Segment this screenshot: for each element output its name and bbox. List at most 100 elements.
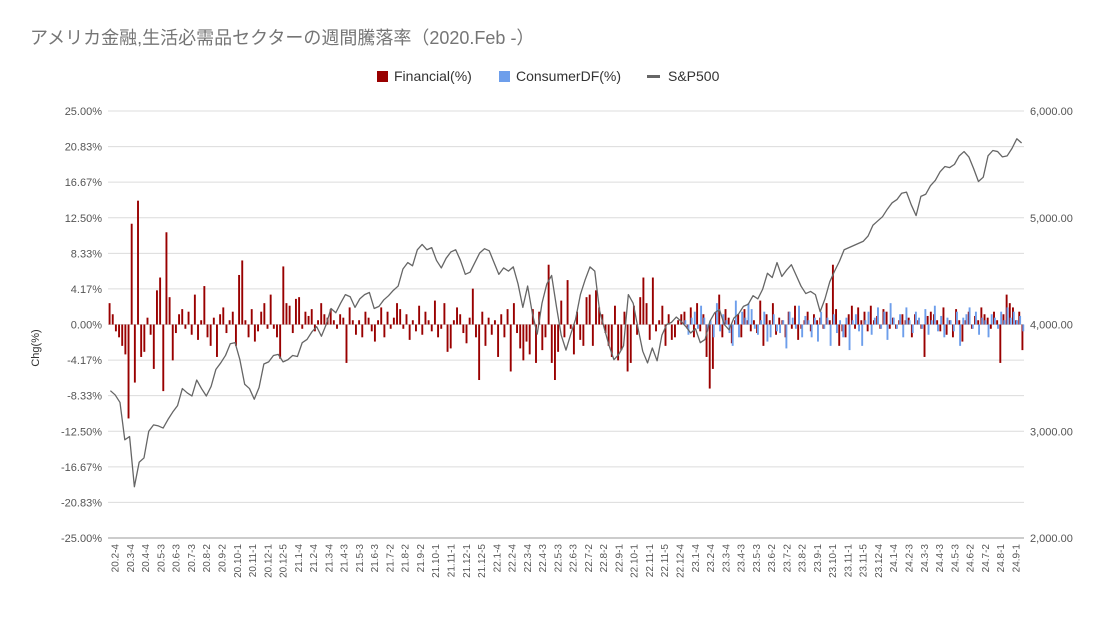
- financial-bar: [547, 264, 550, 325]
- financial-bar: [797, 324, 800, 340]
- consumerdf-bar: [858, 324, 860, 332]
- financial-bar: [408, 324, 411, 340]
- financial-bar: [860, 320, 863, 325]
- financial-bar: [430, 324, 433, 332]
- left-tick-label: 0.00%: [71, 320, 102, 332]
- consumerdf-bar: [782, 320, 785, 325]
- financial-bar: [582, 324, 585, 346]
- consumerdf-bar: [731, 324, 734, 346]
- left-tick-label: -20.83%: [61, 497, 102, 509]
- financial-bar: [958, 320, 961, 325]
- financial-bar: [487, 317, 490, 325]
- consumerdf-bar: [968, 307, 971, 325]
- financial-bar: [557, 324, 560, 352]
- left-tick-label: -16.67%: [61, 462, 102, 474]
- x-tick-label: 23.5-3: [752, 544, 763, 573]
- left-tick-label: 4.17%: [71, 284, 102, 296]
- financial-bar: [364, 311, 367, 325]
- left-tick-label: -12.50%: [61, 426, 102, 438]
- financial-bar: [127, 324, 130, 419]
- financial-bar: [399, 309, 402, 325]
- financial-bar: [418, 305, 421, 325]
- consumerdf-bar: [861, 324, 864, 346]
- x-tick-label: 21.2-4: [309, 544, 320, 573]
- financial-bar: [768, 320, 771, 325]
- financial-bar: [607, 324, 610, 346]
- consumerdf-bar: [763, 311, 766, 325]
- financial-bar: [926, 315, 929, 325]
- consumerdf-bar: [709, 320, 712, 325]
- financial-bar: [604, 324, 607, 334]
- financial-bar: [721, 324, 724, 338]
- consumerdf-bar: [927, 324, 930, 335]
- financial-bar: [563, 324, 566, 338]
- x-tick-label: 23.2-4: [706, 544, 717, 573]
- consumerdf-bar: [829, 324, 832, 346]
- legend-sp500-swatch: [647, 75, 660, 78]
- consumerdf-bar: [785, 324, 788, 349]
- financial-bar: [585, 297, 588, 325]
- consumerdf-bar: [779, 324, 782, 334]
- x-tick-label: 21.5-3: [355, 544, 366, 573]
- consumerdf-bar: [750, 309, 753, 325]
- x-tick-label: 21.8-2: [401, 544, 412, 573]
- financial-bar: [266, 324, 269, 329]
- x-tick-label: 20.5-3: [156, 544, 167, 573]
- financial-bar: [140, 324, 143, 357]
- financial-bar: [462, 324, 465, 334]
- x-tick-label: 21.11-1: [447, 544, 458, 578]
- consumerdf-bar: [810, 324, 813, 338]
- financial-bar: [655, 324, 657, 332]
- financial-bar: [465, 324, 468, 344]
- financial-bar: [212, 317, 215, 325]
- financial-bar: [828, 320, 831, 325]
- financial-bar: [260, 311, 263, 325]
- consumerdf-bar: [965, 314, 968, 325]
- financial-bar: [118, 324, 121, 338]
- x-tick-label: 20.3-4: [126, 544, 137, 573]
- financial-bar: [168, 297, 171, 325]
- consumerdf-bar: [959, 324, 962, 346]
- x-tick-label: 22.4-3: [538, 544, 549, 573]
- financial-bar: [238, 274, 241, 325]
- financial-bar: [184, 324, 187, 329]
- financial-bar: [361, 324, 364, 338]
- x-tick-label: 22.12-4: [676, 544, 687, 578]
- financial-bar: [936, 320, 939, 325]
- consumerdf-bar: [987, 324, 990, 338]
- financial-bar: [996, 320, 999, 325]
- financial-bar: [478, 324, 481, 381]
- x-tick-label: 20.7-3: [187, 544, 198, 573]
- consumerdf-bar: [1019, 315, 1022, 325]
- financial-bar: [285, 303, 288, 325]
- financial-bar: [1002, 314, 1005, 325]
- financial-bar: [263, 303, 266, 325]
- financial-bar: [661, 305, 664, 325]
- financial-bar: [528, 324, 531, 355]
- consumerdf-bar: [700, 305, 703, 325]
- financial-bar: [449, 324, 452, 349]
- consumerdf-bar: [892, 317, 895, 325]
- x-tick-label: 21.1-4: [294, 544, 305, 573]
- financial-bar: [143, 324, 146, 352]
- financial-bar: [351, 320, 354, 325]
- financial-bar: [857, 307, 860, 325]
- x-tick-label: 24.9-1: [1011, 544, 1022, 573]
- financial-bar: [159, 277, 162, 325]
- financial-bar: [490, 324, 493, 335]
- financial-bar: [355, 324, 357, 335]
- consumerdf-bar: [930, 320, 933, 325]
- left-tick-label: -25.00%: [61, 533, 102, 545]
- financial-bar: [114, 324, 117, 332]
- consumerdf-bar: [738, 324, 740, 338]
- financial-bar: [743, 309, 746, 325]
- consumerdf-bar: [949, 320, 952, 325]
- consumerdf-bar: [955, 311, 958, 325]
- financial-bar: [206, 324, 209, 338]
- financial-bar: [345, 324, 348, 363]
- consumerdf-bar: [974, 311, 977, 325]
- financial-bar: [493, 320, 496, 325]
- financial-bar: [847, 314, 850, 325]
- financial-bar: [645, 303, 648, 325]
- consumerdf-bar: [1006, 307, 1009, 325]
